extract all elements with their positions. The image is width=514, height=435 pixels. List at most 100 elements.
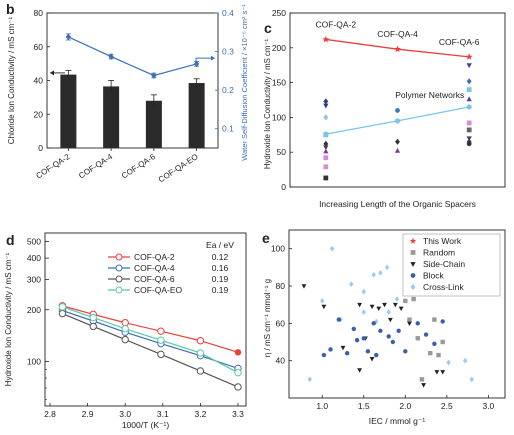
panel-b-line-point — [151, 72, 157, 79]
panel-b-bar — [60, 74, 77, 148]
panel-e-point — [434, 370, 440, 375]
panel-c-point — [323, 175, 329, 181]
panel-e-point — [357, 368, 363, 373]
panel-e-point — [371, 321, 376, 326]
panel-e-point — [407, 321, 412, 326]
panel-d-legend-marker — [115, 286, 123, 294]
panel-e-point — [307, 376, 312, 383]
panel-c-point — [323, 114, 329, 121]
panel-b-bar — [145, 100, 162, 148]
panel-d-legend-name: COF-QA-EO — [134, 285, 183, 295]
panel-e-xtick-label: 3.0 — [482, 401, 494, 411]
panel-d-series-line — [62, 306, 239, 374]
panel-e-legend-box — [402, 233, 501, 297]
panel-c-ytick-label: 0 — [281, 182, 286, 192]
panel-c-point — [466, 141, 472, 147]
panel-b-ytick-label: 80 — [34, 8, 44, 18]
panel-d-point — [196, 349, 205, 357]
panel-c-xlabel: Increasing Length of the Organic Spacers — [319, 199, 476, 209]
panel-d-point — [157, 350, 165, 359]
panel-c-point — [395, 108, 400, 113]
panel-e-point — [386, 334, 391, 339]
panel-c-point — [466, 78, 472, 85]
panel-e-point — [403, 349, 408, 354]
panel-d-xtick-label: 2.9 — [82, 409, 94, 419]
panel-b-diffusion-line — [68, 36, 197, 77]
panel-e-point — [371, 271, 376, 278]
panel-c-ytick-label: 100 — [272, 112, 286, 122]
panel-e-point — [440, 319, 445, 324]
panel-d-point — [234, 368, 242, 377]
panel-e-xtick-label: 1.0 — [316, 401, 328, 411]
right-arrow-icon-head — [211, 55, 215, 61]
panel-e-ytick-label: 60 — [276, 318, 286, 328]
panel-d-point — [196, 367, 205, 375]
panel-d-series-line — [62, 305, 239, 353]
panel-e-point — [369, 304, 375, 310]
panel-d-point — [196, 337, 205, 345]
left-arrow-icon-head — [50, 70, 54, 76]
panel-c-polymer-point — [466, 104, 472, 110]
panel-c-ytick-label: 200 — [272, 43, 286, 53]
panel-e-point — [432, 341, 437, 347]
panel-d-legend-marker — [115, 275, 123, 283]
panel-e-xtick-label: 2.0 — [399, 401, 411, 411]
panel-e-point — [462, 357, 468, 364]
panel-b-bar — [188, 83, 205, 148]
panel-c-letter: c — [264, 20, 272, 36]
panel-e-point — [349, 281, 354, 287]
panel-e-legend-marker — [410, 273, 416, 278]
panel-b-y2tick-label: 0.2 — [222, 85, 234, 95]
panel-b-xtick-label: COF-QA-2 — [34, 152, 71, 181]
panel-e-xtick-label: 1.5 — [358, 401, 370, 411]
panel-d-frame — [44, 232, 247, 407]
panel-d-xtick-label: 3.3 — [232, 409, 244, 419]
panel-e-point — [387, 317, 393, 323]
panel-d-legend-name: COF-QA-4 — [134, 263, 175, 273]
panel-b-y2tick-label: 0.3 — [222, 47, 234, 57]
panel-e-point — [446, 359, 451, 366]
panel-b-ytick-label: 20 — [34, 109, 44, 119]
panel-d-legend-name: COF-QA-6 — [134, 274, 175, 284]
panel-b-letter: b — [6, 1, 15, 17]
panel-e-point — [386, 309, 391, 315]
panel-b-line-point — [194, 60, 200, 68]
panel-c-point — [466, 96, 472, 102]
panel-b-ylabel: Chloride Ion Conductivity / mS cm⁻¹ — [7, 16, 16, 144]
panel-d-ytick-label: 100 — [27, 356, 41, 366]
panel-e-legend-marker — [410, 250, 416, 255]
panel-d-legend-ea: 0.19 — [212, 274, 229, 284]
panel-c-point — [394, 147, 401, 153]
panel-e-legend-marker — [410, 262, 416, 267]
panel-b-line-point — [108, 53, 114, 60]
panel-e-point — [440, 339, 445, 345]
panel-e-point — [374, 352, 379, 358]
panel-c-ytick-label: 250 — [272, 8, 286, 18]
panel-d-point — [121, 335, 129, 344]
panel-e-point — [330, 245, 335, 252]
panel-e-point — [378, 270, 383, 276]
panel-e-legend-name: Side-Chain — [423, 259, 465, 269]
panel-d-point — [58, 309, 67, 318]
panel-d-legend-header: Ea / eV — [206, 240, 234, 250]
panel-c-cof-point — [322, 35, 330, 43]
panel-e-legend-marker — [410, 283, 416, 291]
panel-e-point — [469, 376, 474, 383]
panel-c-cof-label: COF-QA-2 — [316, 19, 357, 29]
panel-c-cof-label: COF-QA-6 — [439, 37, 480, 47]
panel-b-y2label: Water Self-Diffusion Coefficient / ×10⁻⁵… — [240, 4, 249, 161]
panel-c-point — [466, 63, 472, 69]
panel-c-ytick-label: 50 — [277, 147, 287, 157]
panel-e-point — [421, 383, 427, 388]
panel-c-point — [466, 87, 472, 92]
panel-b-bar — [103, 86, 120, 148]
panel-c-cof-point — [465, 53, 473, 60]
panel-b-ytick-label: 40 — [34, 76, 44, 86]
panel-e-point — [354, 337, 360, 343]
panel-c-ylabel: Hydroxide Ion Conductivity / mS cm⁻¹ — [263, 39, 272, 170]
panel-e-point — [428, 351, 433, 356]
panel-c-point — [323, 148, 329, 154]
panel-e-point — [301, 284, 307, 289]
panel-d-legend-name: COF-QA-2 — [134, 252, 175, 262]
